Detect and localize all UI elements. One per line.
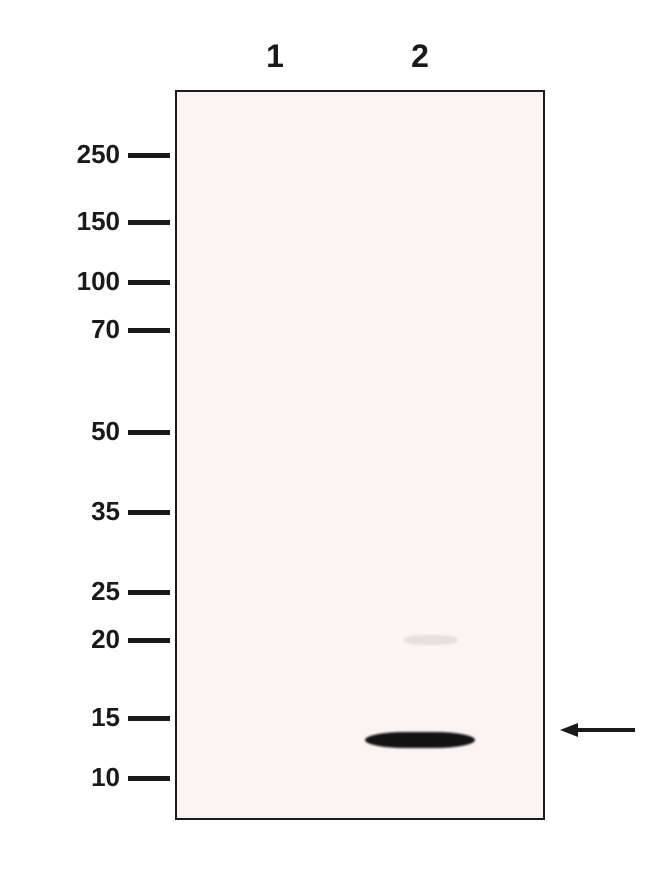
mw-tick <box>128 153 170 158</box>
mw-tick <box>128 430 170 435</box>
mw-label: 20 <box>91 624 120 655</box>
lane-label-1: 1 <box>255 38 295 75</box>
arrow-head-icon <box>560 723 578 737</box>
mw-label: 35 <box>91 496 120 527</box>
mw-label: 70 <box>91 314 120 345</box>
mw-label: 50 <box>91 416 120 447</box>
mw-tick <box>128 776 170 781</box>
mw-label: 10 <box>91 762 120 793</box>
mw-label: 25 <box>91 576 120 607</box>
mw-tick <box>128 220 170 225</box>
protein-band <box>403 635 458 645</box>
mw-tick <box>128 280 170 285</box>
arrow-shaft <box>578 728 635 732</box>
mw-label: 150 <box>77 206 120 237</box>
mw-tick <box>128 716 170 721</box>
mw-tick <box>128 638 170 643</box>
lane-label-2: 2 <box>400 38 440 75</box>
mw-label: 15 <box>91 702 120 733</box>
mw-tick <box>128 510 170 515</box>
blot-membrane <box>177 92 543 818</box>
mw-tick <box>128 328 170 333</box>
mw-label: 250 <box>77 139 120 170</box>
protein-band <box>365 732 475 748</box>
mw-label: 100 <box>77 266 120 297</box>
western-blot-figure: 1 2 250 150 100 70 50 35 25 20 15 10 <box>0 0 650 870</box>
mw-tick <box>128 590 170 595</box>
